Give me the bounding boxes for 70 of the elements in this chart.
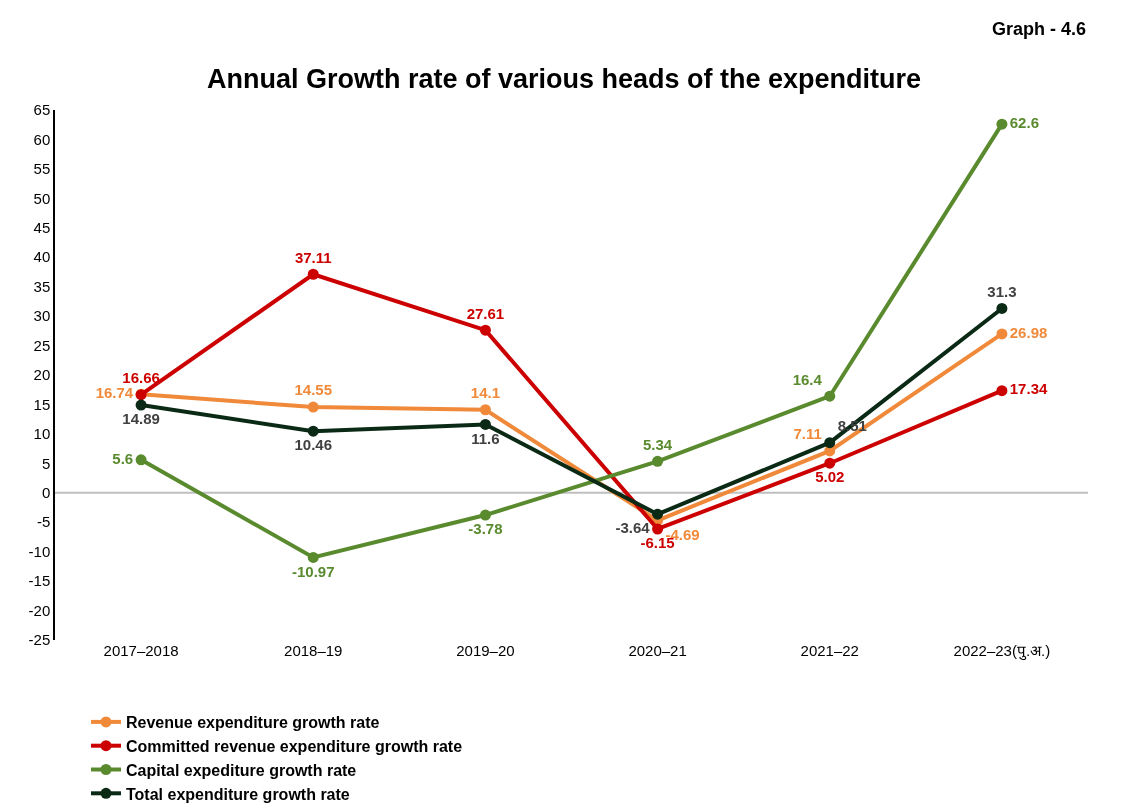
data-label: 7.11 — [793, 425, 822, 443]
x-tick-label: 2022–23(पु.अ.) — [953, 642, 1051, 661]
point — [996, 118, 1008, 130]
data-label: 14.89 — [122, 410, 160, 428]
data-label: 17.34 — [1009, 380, 1048, 398]
data-label: 37.11 — [294, 248, 332, 266]
point — [824, 390, 836, 402]
data-label: -3.64 — [615, 519, 651, 537]
data-label: 5.6 — [112, 449, 134, 467]
y-tick-label: 40 — [33, 248, 51, 266]
chart-title: Annual Growth rate of various heads of the expenditure — [206, 63, 922, 94]
y-tick-label: 15 — [33, 395, 51, 413]
data-label: -3.78 — [468, 520, 503, 538]
point — [307, 551, 319, 563]
data-label: 62.6 — [1009, 113, 1039, 131]
y-tick-label: 55 — [33, 160, 51, 178]
point — [824, 437, 836, 449]
data-label: 14.55 — [294, 381, 333, 399]
y-tick-label: 50 — [33, 189, 51, 207]
point — [652, 523, 664, 535]
legend-label: Capital expediture growth rate — [126, 761, 357, 779]
x-tick-label: 2021–22 — [800, 642, 859, 659]
point — [479, 404, 491, 416]
data-label: 14.1 — [470, 384, 501, 402]
point — [135, 399, 147, 411]
x-tick-label: 2018–19 — [284, 642, 343, 659]
y-tick-label: -15 — [28, 572, 51, 590]
point — [307, 268, 319, 280]
point — [996, 328, 1008, 340]
x-tick-label: 2017–2018 — [103, 642, 179, 659]
y-tick-label: 30 — [33, 307, 51, 325]
data-label: 26.98 — [1009, 323, 1048, 341]
y-tick-label: -20 — [28, 601, 51, 619]
point — [307, 401, 319, 413]
y-tick-label: 45 — [33, 219, 51, 237]
y-tick-label: -25 — [28, 631, 51, 649]
point — [996, 385, 1008, 397]
data-label: 5.02 — [815, 468, 845, 486]
data-label: 10.46 — [294, 436, 333, 454]
point — [824, 457, 836, 469]
point — [135, 454, 147, 466]
data-label: 27.61 — [466, 304, 505, 322]
data-label: 5.34 — [642, 435, 673, 453]
data-label: -10.97 — [291, 562, 335, 580]
y-tick-label: 0 — [41, 484, 51, 502]
y-tick-label: -5 — [36, 513, 51, 531]
point — [652, 455, 664, 467]
point — [996, 302, 1008, 314]
y-tick-label: 25 — [33, 336, 51, 354]
text: Graph - 4.6 — [992, 19, 1087, 39]
y-tick-label: 5 — [41, 454, 51, 472]
point — [479, 324, 491, 336]
point — [307, 425, 319, 437]
x-tick-label: 2020–21 — [628, 642, 687, 659]
point — [479, 418, 491, 430]
point — [652, 508, 664, 520]
y-tick-label: 20 — [33, 366, 51, 384]
point — [479, 509, 491, 521]
y-tick-label: -10 — [28, 542, 51, 560]
y-tick-label: 60 — [33, 130, 51, 148]
data-label: 11.6 — [471, 429, 500, 447]
y-tick-label: 65 — [33, 101, 51, 119]
legend-label: Total expenditure growth rate — [126, 785, 350, 803]
legend-label: Revenue expenditure growth rate — [126, 714, 380, 732]
x-tick-label: 2019–20 — [456, 642, 515, 659]
data-label: 16.4 — [792, 370, 823, 388]
legend-label: Committed revenue expenditure growth rate — [126, 737, 463, 755]
y-tick-label: 10 — [33, 425, 51, 443]
data-label: 31.3 — [987, 282, 1017, 300]
y-tick-label: 35 — [33, 277, 51, 295]
